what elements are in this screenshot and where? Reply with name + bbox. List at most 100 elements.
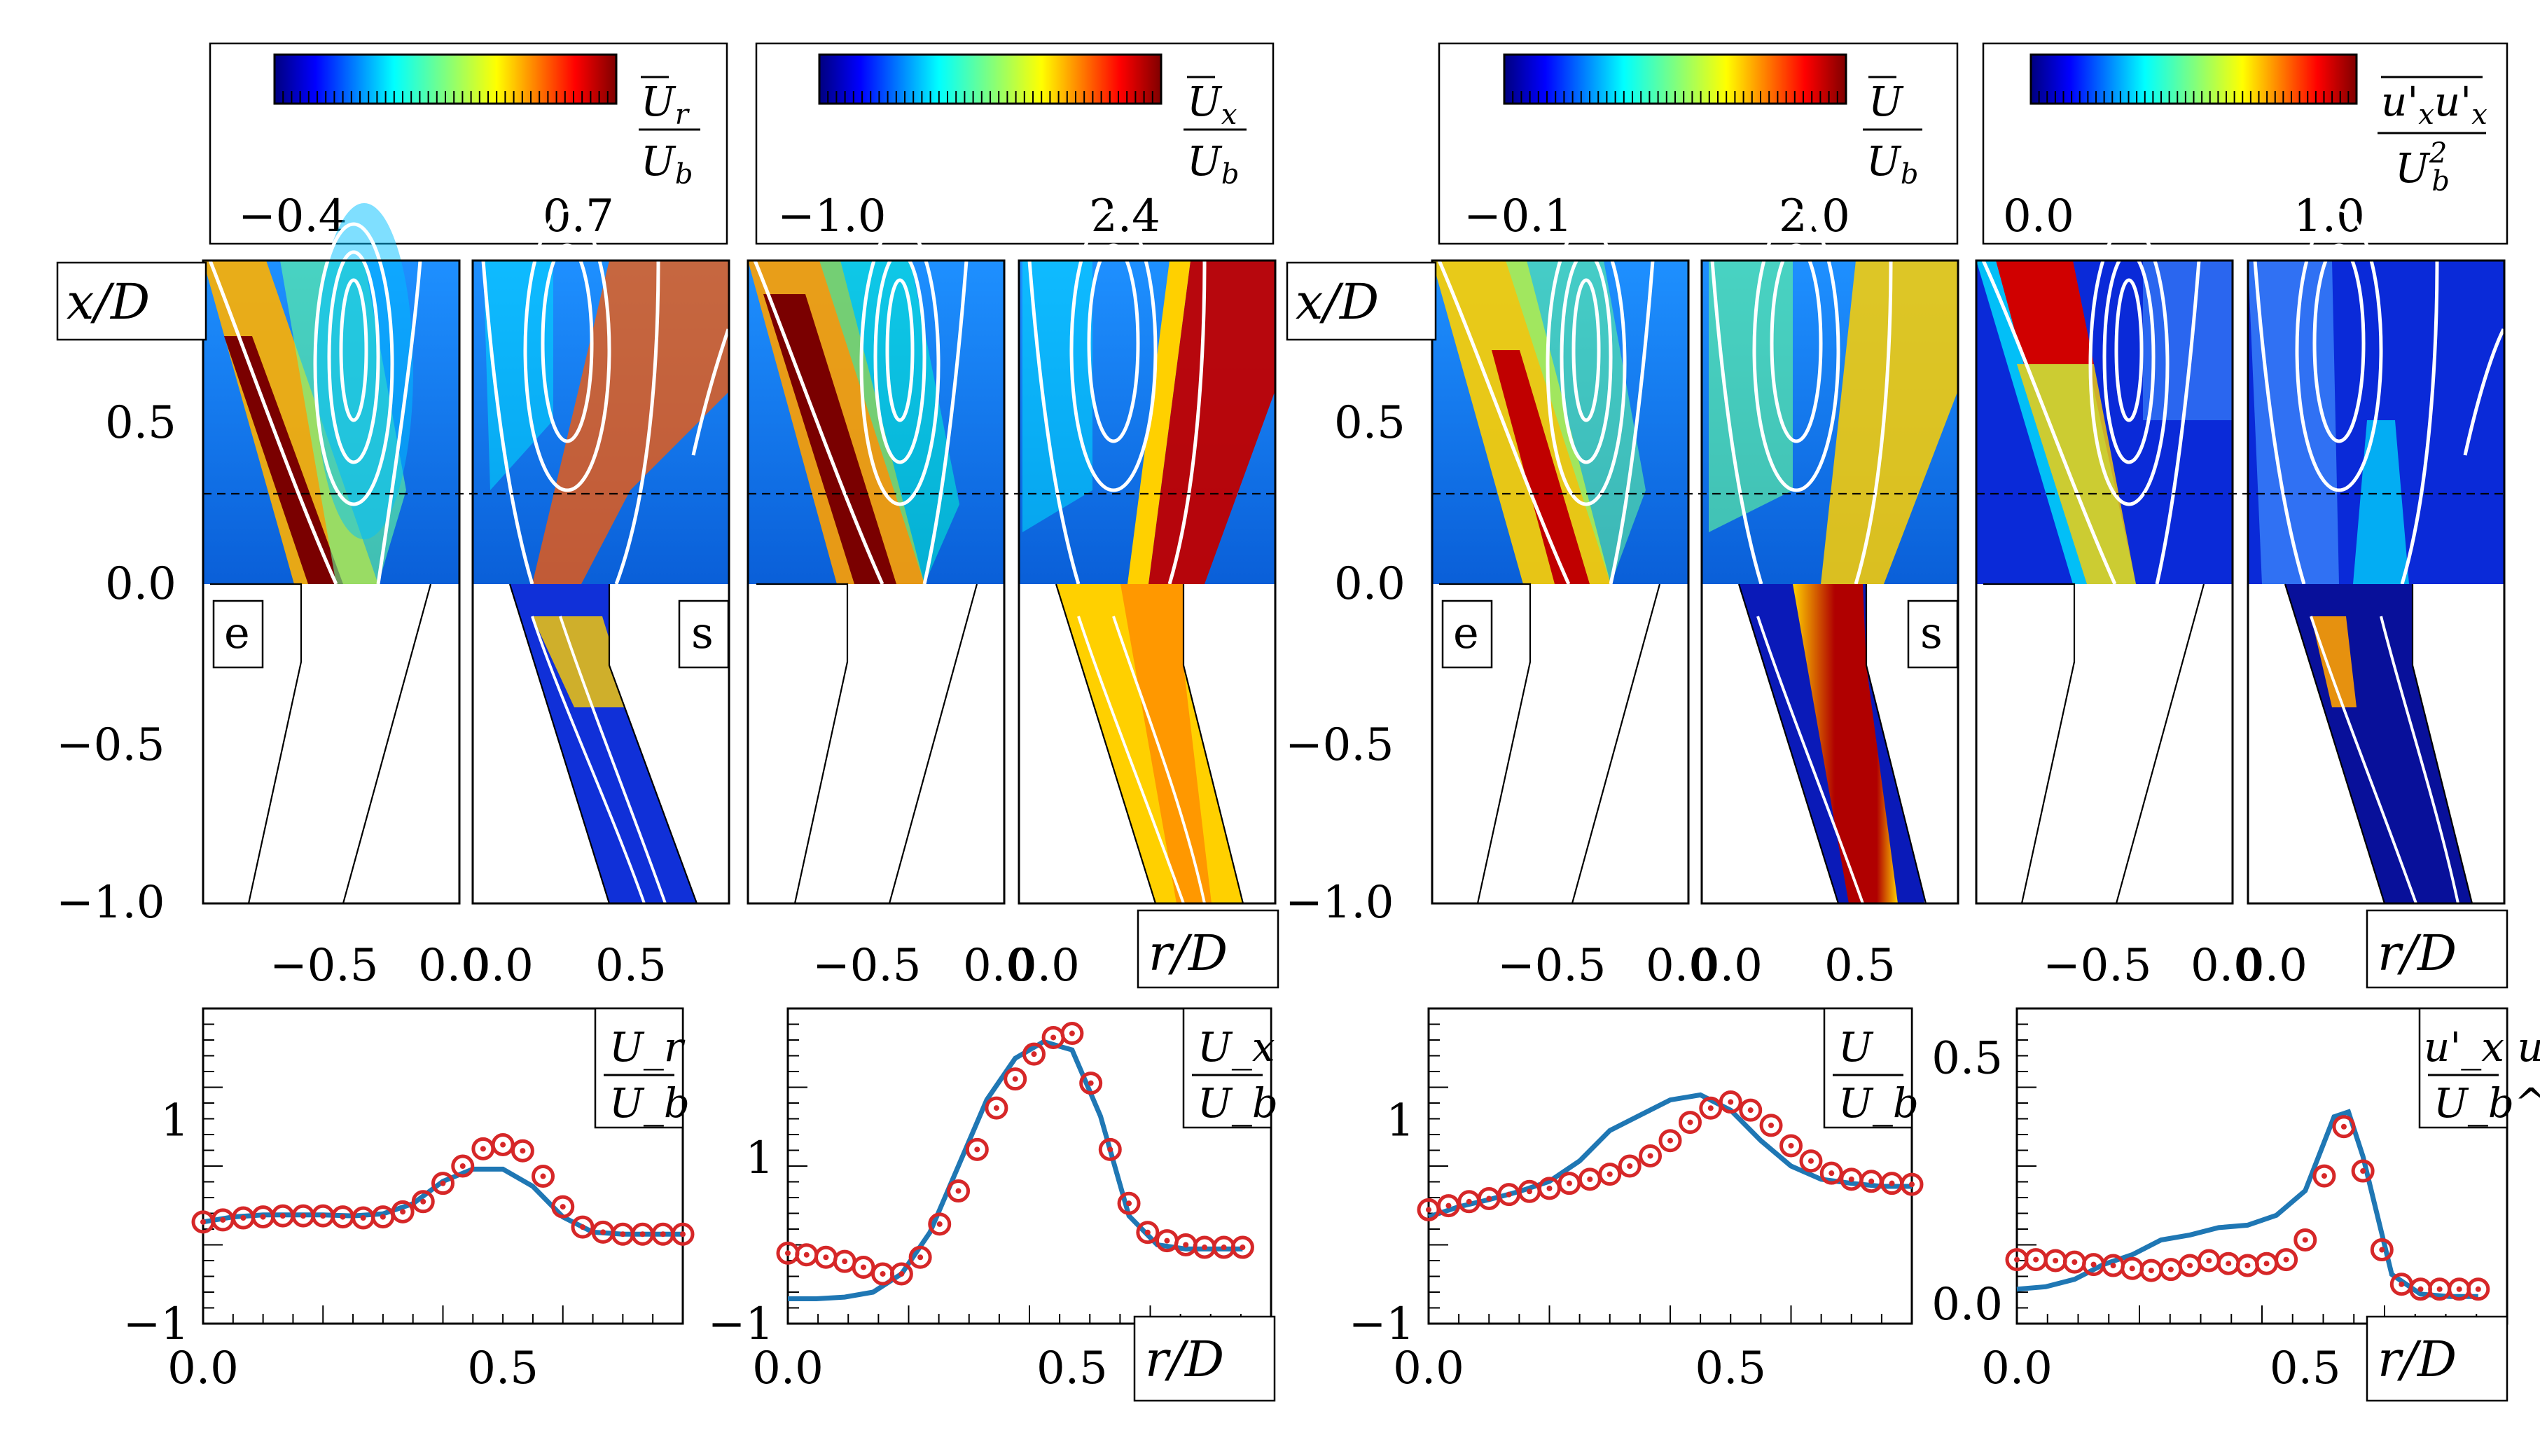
experiment-marker [391, 1200, 415, 1223]
experiment-marker [2370, 1238, 2394, 1262]
experiment-marker [531, 1165, 555, 1188]
experiment-marker [2332, 1115, 2356, 1139]
y-tick-label: −1 [123, 1298, 189, 1350]
colorbar-2-min: −1.0 [777, 190, 886, 242]
contour-panel-4 [1976, 208, 2506, 904]
x-tick-label: 0.0 [1393, 1343, 1464, 1394]
svg-text:0.5: 0.5 [1334, 397, 1406, 449]
tag-e-1: e [224, 607, 250, 658]
simulation-line [788, 1039, 1243, 1301]
experiment-marker [551, 1195, 575, 1219]
contour-panel-3 [1432, 208, 1958, 904]
plot-xlabel: r/D [2378, 1331, 2457, 1388]
svg-text:−0.5: −0.5 [812, 940, 921, 992]
experiment-marker [1719, 1090, 1742, 1114]
svg-text:−1.0: −1.0 [56, 877, 165, 929]
contour-r-ticks: −0.5 0.0 0.0 0.5 −0.5 0.0 0.0 −0.5 0.0 0… [270, 940, 2307, 992]
profile-plot-4: 0.5 0.0 0.0 0.5 u'_x u'_x U_b^2 r/D [1931, 1007, 2540, 1402]
svg-text:0.0: 0.0 [963, 940, 1034, 992]
x-tick-label: 0.0 [1981, 1343, 2053, 1394]
contour-frames [202, 259, 2506, 905]
x-tick-label: 0.5 [1036, 1343, 1108, 1394]
svg-text:0.0: 0.0 [1691, 940, 1763, 992]
experiment-marker [2293, 1228, 2317, 1252]
experiment-marker [2275, 1248, 2298, 1272]
colorbar-4-label: u'xu'x U2 b [2378, 76, 2487, 197]
experiment-marker [1022, 1042, 1046, 1066]
experiment-marker [411, 1190, 435, 1214]
svg-text:0.5: 0.5 [595, 940, 667, 992]
x-tick-label: 0.5 [467, 1343, 539, 1394]
x-tick-label: 0.0 [167, 1343, 239, 1394]
svg-text:−1.0: −1.0 [1285, 877, 1394, 929]
colorbar-3-label: U Ub [1863, 76, 1922, 190]
y-tick-label: 1 [1386, 1095, 1415, 1147]
experiment-marker [1799, 1149, 1823, 1173]
x-tick-label: 0.0 [752, 1343, 824, 1394]
colorbar-4: 0.0 1.0 [1982, 42, 2508, 245]
experiment-marker [1136, 1221, 1160, 1244]
r-axis-label-4: r/D [2378, 924, 2457, 982]
y-tick-label: 1 [745, 1132, 774, 1184]
svg-text:−0.5: −0.5 [1285, 719, 1394, 771]
experiment-marker [431, 1172, 454, 1195]
contour-x-ticks-1: 0.5 0.0 −0.5 −1.0 [56, 397, 176, 929]
svg-text:U: U [1838, 1023, 1874, 1071]
experiment-marker [852, 1255, 875, 1279]
profile-plots: 1−10.0 0.5U_rU_b1−10.0 0.5U_xU_br/D1−10.0 0… [123, 1007, 2540, 1402]
contour-panel-2 [748, 208, 1275, 904]
contour-panel-1 [203, 203, 730, 904]
experiment-marker [889, 1262, 913, 1286]
y-tick-label: −1 [1349, 1298, 1415, 1350]
contour-x-ticks-3: 0.5 0.0 −0.5 −1.0 [1285, 397, 1406, 929]
experiment-marker [1079, 1072, 1103, 1095]
experiment-marker [1678, 1111, 1702, 1135]
tag-e-3: e [1453, 607, 1479, 658]
svg-text:0.0: 0.0 [418, 940, 490, 992]
profile-plot-3: 1 −10.0 0.5 U U_b [1349, 1007, 1924, 1394]
experiment-marker [1598, 1163, 1622, 1186]
colorbar-2: −1.0 2.4 [755, 42, 1275, 245]
svg-text:−0.5: −0.5 [270, 940, 378, 992]
svg-text:0.0: 0.0 [1646, 940, 1717, 992]
experiment-marker [491, 1133, 515, 1157]
svg-text:0.0: 0.0 [1008, 940, 1080, 992]
x-tick-label: 0.5 [2270, 1343, 2341, 1394]
plot-quantity-label: u'_x u'_x U_b^2 [2418, 1007, 2540, 1129]
experiment-marker [1779, 1134, 1803, 1158]
contour-tags: e s e s [212, 599, 1959, 669]
experiment-marker [1098, 1137, 1122, 1161]
experiment-marker [2466, 1277, 2490, 1301]
colorbar-4-min: 0.0 [2003, 190, 2074, 242]
r-axis-label-2: r/D [1148, 924, 1228, 982]
experiment-marker [1117, 1191, 1141, 1215]
experiment-marker [1060, 1022, 1084, 1046]
plot-quantity-label: U U_b [1823, 1007, 1919, 1129]
contour-axis-labels: x/D x/D r/D r/D [56, 261, 2508, 989]
tag-s-1: s [691, 607, 714, 658]
colorbar-1-label: Ur Ub [639, 76, 700, 190]
experiment-marker [1900, 1172, 1924, 1196]
svg-text:U: U [1868, 78, 1904, 125]
experiment-marker [2312, 1164, 2336, 1188]
experiment-marker [511, 1139, 534, 1163]
profile-plot-1: 1 −10.0 0.5 U_r U_b [123, 1007, 695, 1394]
experiment-marker [1618, 1154, 1642, 1178]
experiment-marker [2351, 1159, 2375, 1183]
svg-text:U_b: U_b [1838, 1079, 1919, 1127]
colorbar-3-min: −0.1 [1464, 190, 1572, 242]
x-axis-label-3: x/D [1296, 273, 1379, 331]
experiment-marker [1230, 1235, 1254, 1259]
x-tick-label: 0.5 [1695, 1343, 1766, 1394]
colorbar-1-min: −0.4 [238, 190, 347, 242]
y-tick-label: 0.5 [1931, 1032, 2003, 1084]
experiment-marker [671, 1222, 695, 1246]
profile-plot-2: 1 −10.0 0.5 U_x U_b r/D [708, 1007, 1278, 1402]
svg-text:Ur: Ur [641, 78, 690, 131]
svg-text:0.5: 0.5 [105, 397, 176, 449]
experiment-marker [1819, 1161, 1843, 1185]
svg-text:−0.5: −0.5 [1497, 940, 1606, 992]
svg-text:U_b: U_b [609, 1079, 690, 1127]
svg-text:−0.5: −0.5 [56, 719, 165, 771]
svg-text:U_x: U_x [1198, 1023, 1275, 1071]
